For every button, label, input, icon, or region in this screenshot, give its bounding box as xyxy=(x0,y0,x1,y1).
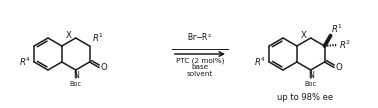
Text: $R^4$: $R^4$ xyxy=(254,56,266,68)
Text: base: base xyxy=(191,64,209,70)
Text: N: N xyxy=(73,71,79,80)
Text: solvent: solvent xyxy=(187,71,213,77)
Text: O: O xyxy=(336,63,342,72)
Text: X: X xyxy=(301,30,307,40)
Text: up to 98% ee: up to 98% ee xyxy=(277,93,333,102)
Text: PTC (2 mol%): PTC (2 mol%) xyxy=(176,57,224,64)
Text: N: N xyxy=(308,71,314,80)
Text: X: X xyxy=(66,30,72,40)
Text: $R^1$: $R^1$ xyxy=(91,32,104,44)
Text: $R^1$: $R^1$ xyxy=(331,22,342,35)
Text: $R^2$: $R^2$ xyxy=(339,39,350,51)
Text: Boc: Boc xyxy=(70,81,82,87)
Text: $R^4$: $R^4$ xyxy=(19,56,31,68)
Text: Br—R²: Br—R² xyxy=(187,33,212,41)
Text: O: O xyxy=(101,63,107,72)
Text: Boc: Boc xyxy=(305,81,317,87)
